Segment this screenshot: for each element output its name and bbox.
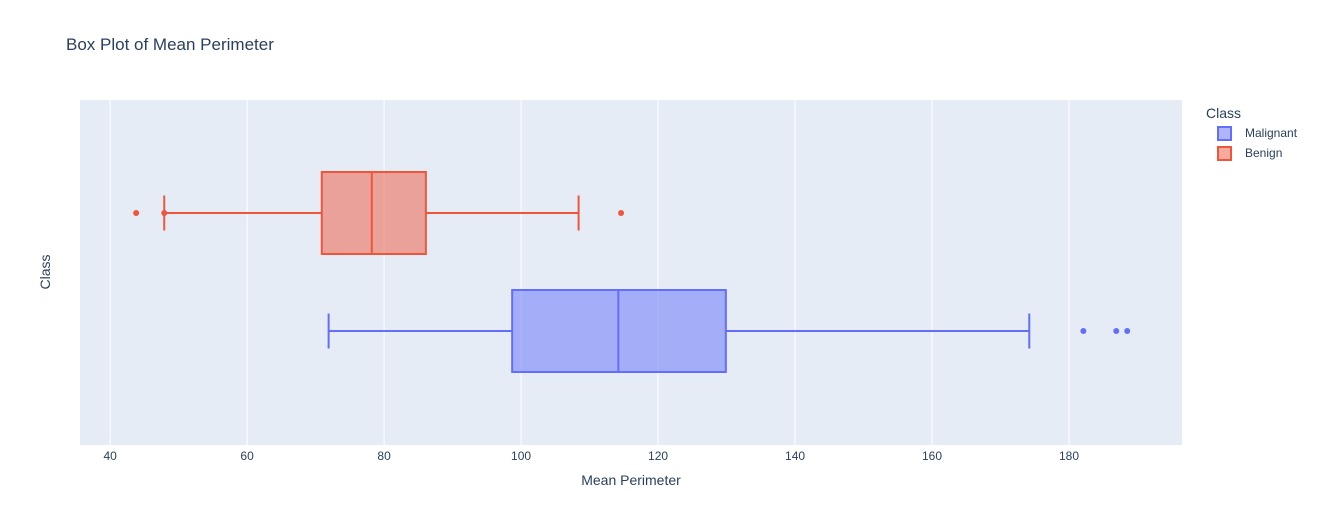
legend-swatch — [1217, 126, 1232, 141]
outlier-point — [1124, 328, 1131, 334]
x-tick-label: 80 — [377, 449, 391, 463]
x-tick-label: 40 — [103, 449, 117, 463]
box-traces — [133, 171, 1131, 373]
iqr-box — [320, 171, 427, 255]
legend-item-malignant: Malignant — [1217, 126, 1298, 141]
legend-item-benign: Benign — [1217, 146, 1282, 161]
x-axis-title: Mean Perimeter — [581, 472, 681, 488]
x-tick-label: 180 — [1059, 449, 1079, 463]
x-axis-ticks: 40 60 80 100 120 140 160 180 — [103, 449, 1079, 463]
chart-title: Box Plot of Mean Perimeter — [66, 35, 274, 54]
gridlines — [109, 100, 1070, 445]
legend-label: Benign — [1245, 146, 1282, 160]
x-tick-label: 60 — [240, 449, 254, 463]
outlier-point — [1080, 328, 1087, 334]
outlier-point — [618, 210, 625, 216]
x-tick-label: 120 — [648, 449, 668, 463]
outlier-point — [1113, 328, 1120, 334]
legend-label: Malignant — [1245, 126, 1298, 140]
box-benign — [133, 171, 625, 255]
plot-area — [80, 100, 1182, 445]
x-tick-label: 100 — [511, 449, 531, 463]
outlier-point — [133, 210, 140, 216]
legend-swatch — [1217, 146, 1232, 161]
x-tick-label: 140 — [785, 449, 805, 463]
outlier-point — [161, 210, 168, 216]
legend: Class Malignant Benign — [1206, 105, 1298, 161]
legend-title: Class — [1206, 105, 1241, 121]
box-malignant — [327, 289, 1131, 373]
y-axis-title: Class — [37, 254, 53, 289]
x-tick-label: 160 — [922, 449, 942, 463]
